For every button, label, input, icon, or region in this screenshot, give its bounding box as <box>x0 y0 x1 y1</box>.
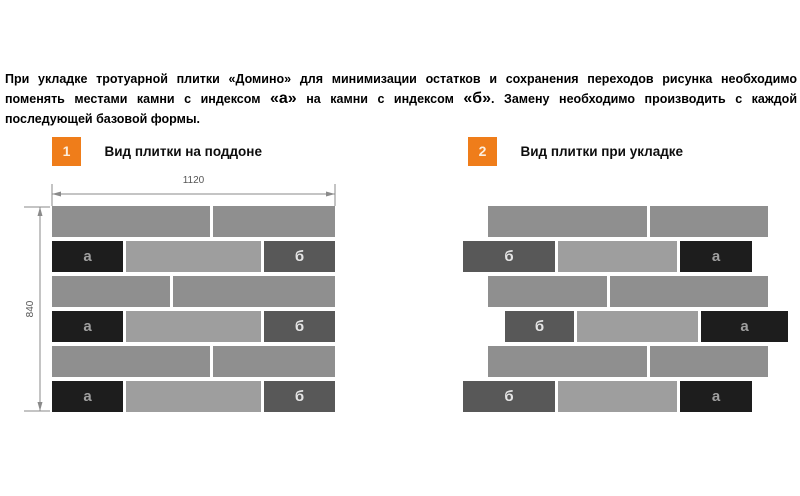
tile-light <box>126 311 261 342</box>
tile-a: а <box>52 311 123 342</box>
tile-b: б <box>463 381 555 412</box>
section-number-badge: 2 <box>468 137 497 166</box>
tile-gray <box>173 276 335 307</box>
tile-gray <box>213 206 335 237</box>
tile-light <box>558 241 677 272</box>
intro-part3: . Замену необходимо производить с каждой… <box>5 91 798 126</box>
tile-gray <box>610 276 768 307</box>
section-number-badge: 1 <box>52 137 81 166</box>
tile-gray <box>52 206 210 237</box>
tile-b: б <box>463 241 555 272</box>
tile-a: а <box>52 241 123 272</box>
tile-b: б <box>264 241 335 272</box>
tile-light <box>126 381 261 412</box>
tile-a: а <box>701 311 788 342</box>
tile-a: а <box>52 381 123 412</box>
intro-part2: на камни с индексом <box>296 91 464 106</box>
tile-gray <box>650 346 768 377</box>
tile-a: а <box>680 241 752 272</box>
tile-gray <box>650 206 768 237</box>
width-dimension-label: 1120 <box>182 175 205 186</box>
tile-light <box>558 381 677 412</box>
intro-part1: При укладке тротуарной плитки «Домино» д… <box>5 71 797 106</box>
tile-b: б <box>264 311 335 342</box>
section-title: Вид плитки при укладке <box>520 144 684 159</box>
height-dimension-line <box>24 206 50 412</box>
section-header-pallet: 1 Вид плитки на поддоне <box>52 137 262 166</box>
tile-b: б <box>505 311 574 342</box>
tile-gray <box>52 346 210 377</box>
tile-light <box>577 311 698 342</box>
index-b-emphasis: «б» <box>463 89 492 107</box>
section-header-laying: 2 Вид плитки при укладке <box>468 137 683 166</box>
tile-light <box>126 241 261 272</box>
tile-gray <box>213 346 335 377</box>
width-dimension-line <box>51 184 336 206</box>
tile-gray <box>52 276 170 307</box>
tile-b: б <box>264 381 335 412</box>
tile-gray <box>488 206 647 237</box>
tile-gray <box>488 346 647 377</box>
tile-gray <box>488 276 607 307</box>
intro-text: При укладке тротуарной плитки «Домино» д… <box>5 69 797 129</box>
index-a-emphasis: «а» <box>270 89 297 107</box>
tile-a: а <box>680 381 752 412</box>
section-title: Вид плитки на поддоне <box>104 144 262 159</box>
